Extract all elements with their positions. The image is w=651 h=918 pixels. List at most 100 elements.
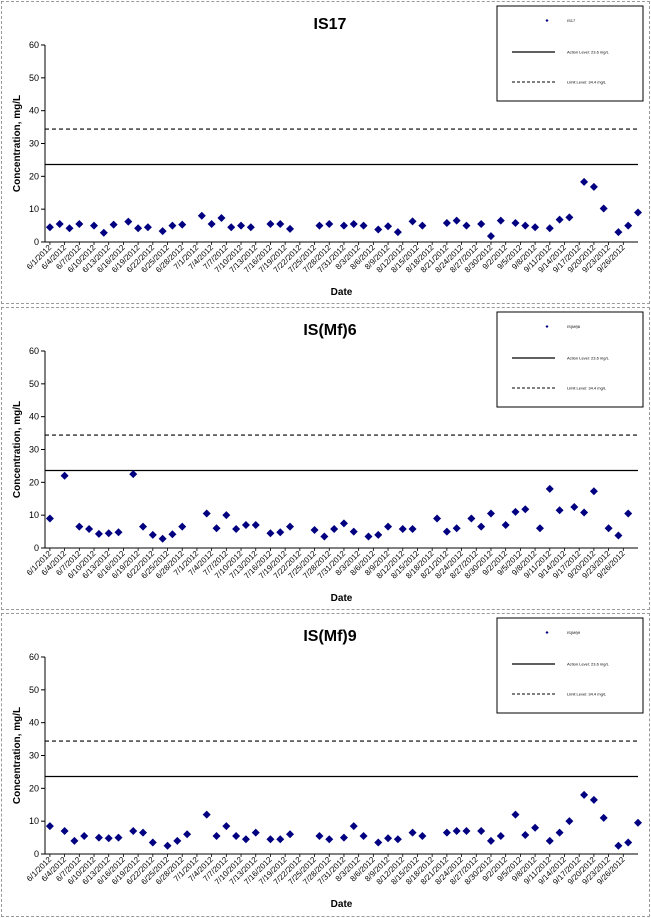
data-point: [599, 813, 608, 822]
x-axis-title: Date: [331, 899, 353, 910]
data-point: [80, 831, 89, 840]
data-point: [134, 224, 143, 233]
legend-label-action: Action Level: 23.6 mg/L: [567, 662, 610, 667]
y-tick-label: 20: [29, 783, 39, 793]
data-point: [374, 530, 383, 539]
data-point: [315, 221, 324, 230]
y-axis-title: Concentration, mg/L: [12, 401, 23, 498]
data-point: [139, 522, 148, 531]
data-point: [614, 228, 623, 237]
data-point: [45, 822, 54, 831]
data-point: [599, 204, 608, 213]
y-tick-label: 50: [29, 379, 39, 389]
data-point: [310, 525, 319, 534]
data-point: [462, 221, 471, 230]
y-axis-title: Concentration, mg/L: [12, 95, 23, 192]
data-point: [85, 524, 94, 533]
y-tick-label: 50: [29, 73, 39, 83]
data-point: [501, 521, 510, 530]
data-point: [276, 219, 285, 228]
data-point: [178, 220, 187, 229]
data-point: [109, 220, 118, 229]
y-tick-label: 20: [29, 171, 39, 181]
data-point: [349, 219, 358, 228]
data-point: [339, 519, 348, 528]
data-point: [94, 529, 103, 538]
data-point: [212, 831, 221, 840]
data-point: [227, 223, 236, 232]
data-point: [634, 818, 642, 827]
data-point: [614, 841, 623, 850]
data-point: [45, 514, 54, 523]
data-point: [183, 830, 192, 839]
legend-marker-diamond: [545, 19, 549, 22]
data-point: [251, 521, 260, 530]
data-point: [408, 828, 417, 837]
data-point: [148, 838, 157, 847]
data-point: [232, 831, 241, 840]
data-point: [168, 221, 177, 230]
data-point: [286, 522, 295, 531]
data-point: [555, 828, 564, 837]
legend-box: [496, 311, 644, 408]
y-tick-label: 10: [29, 204, 39, 214]
data-point: [75, 219, 84, 228]
data-point: [565, 817, 574, 826]
data-point: [442, 527, 451, 536]
data-point: [143, 223, 152, 232]
data-point: [364, 532, 373, 541]
data-point: [158, 227, 167, 236]
y-tick-label: 40: [29, 412, 39, 422]
data-point: [570, 502, 579, 511]
data-point: [339, 221, 348, 230]
data-point: [545, 484, 554, 493]
data-point: [511, 218, 520, 227]
data-point: [565, 213, 574, 222]
data-point: [286, 830, 295, 839]
data-point: [374, 225, 383, 234]
data-point: [241, 521, 250, 530]
data-point: [129, 470, 138, 479]
legend: IS(Mf)9 Action Level: 23.6 mg/L Limit Leve…: [496, 617, 644, 714]
data-point: [496, 831, 505, 840]
data-point: [393, 228, 402, 237]
data-point: [477, 827, 486, 836]
data-point: [384, 222, 393, 231]
data-point: [418, 831, 427, 840]
data-point: [276, 528, 285, 537]
data-point: [442, 218, 451, 227]
data-point: [286, 224, 295, 233]
data-point: [521, 505, 530, 514]
legend-box: [496, 5, 644, 102]
data-point: [339, 833, 348, 842]
data-point: [624, 509, 633, 518]
data-point: [202, 509, 211, 518]
legend-label-action: Action Level: 23.6 mg/L: [567, 50, 610, 55]
data-point: [580, 508, 589, 517]
data-point: [545, 836, 554, 845]
x-axis-title: Date: [331, 593, 353, 604]
chart-title: IS(Mf)9: [303, 628, 356, 645]
data-point: [359, 221, 368, 230]
data-point: [237, 221, 246, 230]
data-point: [94, 833, 103, 842]
data-point: [486, 232, 495, 241]
y-tick-label: 0: [34, 849, 39, 859]
data-point: [393, 835, 402, 844]
data-point: [104, 529, 113, 538]
data-point: [104, 834, 113, 843]
data-point: [60, 827, 69, 836]
y-tick-label: 50: [29, 685, 39, 695]
data-point: [604, 524, 613, 533]
data-point: [114, 528, 123, 537]
data-point: [168, 530, 177, 539]
data-point: [545, 224, 554, 233]
data-point: [580, 790, 589, 799]
legend: IS17 Action Level: 23.6 mg/L Limit Level: …: [496, 5, 644, 102]
chart-panel-ismf6: IS(Mf)6 IS(Mf)6 Action Level: 23.6 mg/L Lim…: [1, 307, 650, 610]
data-point: [398, 524, 407, 533]
data-point: [521, 221, 530, 230]
data-point: [486, 836, 495, 845]
data-point: [222, 822, 231, 831]
data-point: [442, 828, 451, 837]
